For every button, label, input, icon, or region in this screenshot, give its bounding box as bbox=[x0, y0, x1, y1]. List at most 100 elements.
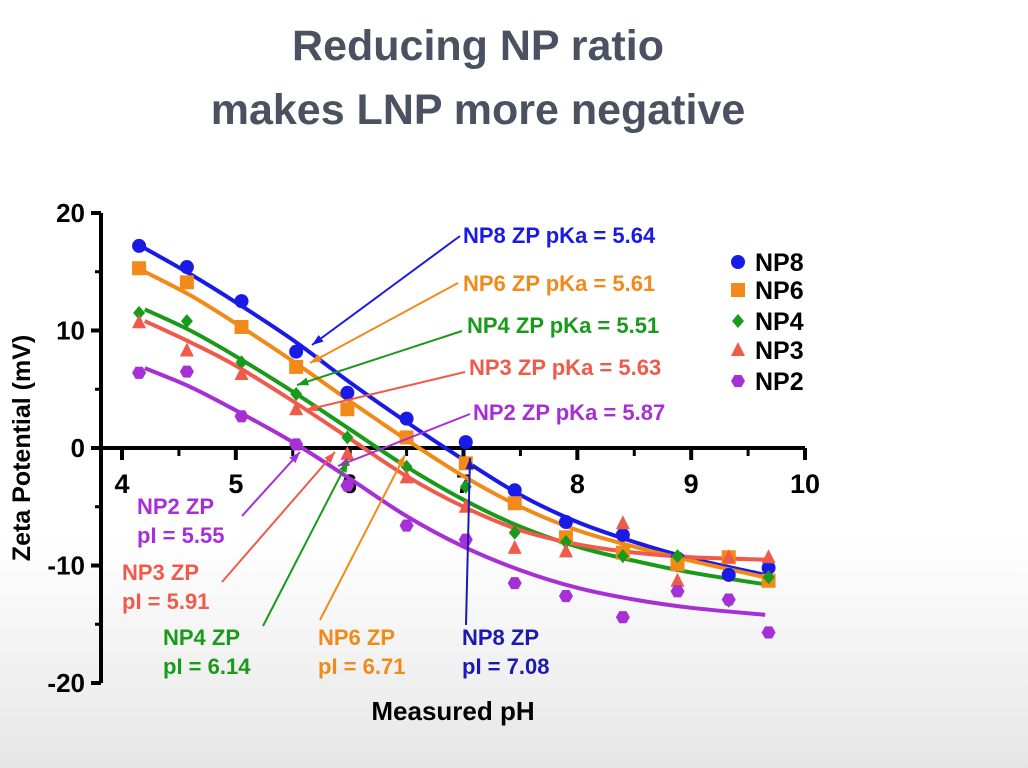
legend-label-np3: NP3 bbox=[755, 337, 804, 365]
np8-data-point bbox=[289, 344, 304, 359]
np2-data-point bbox=[179, 365, 194, 378]
np8-data-point bbox=[507, 483, 522, 498]
pka-arrow-np2 bbox=[337, 413, 471, 467]
x-tick-label: 5 bbox=[228, 469, 243, 499]
legend-label-np8: NP8 bbox=[755, 249, 804, 277]
pi-arrow-np3 bbox=[221, 451, 336, 583]
y-tick-label: 0 bbox=[71, 433, 85, 463]
np4-data-point bbox=[290, 386, 303, 401]
pi-arrow-np3-head bbox=[324, 452, 335, 464]
pka-arrow-np4-head bbox=[297, 377, 309, 386]
pi-label-value-np2: pI = 5.55 bbox=[137, 523, 224, 548]
np4-fit-curve bbox=[143, 307, 766, 587]
np4-data-point bbox=[762, 570, 775, 585]
np4-data-point bbox=[133, 305, 146, 320]
np6-data-point bbox=[179, 275, 194, 290]
np8-data-point bbox=[558, 515, 573, 530]
np3-data-point bbox=[399, 469, 414, 484]
legend-marker-np6 bbox=[731, 283, 745, 297]
pka-arrow-np6-head bbox=[310, 354, 322, 363]
np6-fit-curve bbox=[143, 269, 766, 580]
np2-data-point bbox=[399, 519, 414, 532]
pi-label-value-np8: pI = 7.08 bbox=[462, 654, 549, 679]
pi-arrow-np8-head bbox=[465, 458, 474, 470]
np3-data-point bbox=[289, 401, 304, 416]
np2-data-point bbox=[761, 626, 776, 639]
pka-arrow-np3 bbox=[305, 371, 466, 411]
pi-arrow-np4-head bbox=[339, 461, 348, 473]
np3-data-point bbox=[234, 365, 249, 380]
pi-label-name-np3: NP3 ZP bbox=[122, 560, 199, 585]
chart-title-line-2: makes LNP more negative bbox=[210, 86, 746, 134]
x-tick-label: 9 bbox=[684, 469, 699, 499]
np3-data-point bbox=[761, 549, 776, 564]
x-axis-label: Measured pH bbox=[371, 696, 534, 726]
pi-label-name-np4: NP4 ZP bbox=[163, 625, 240, 650]
np8-data-point bbox=[132, 238, 147, 253]
y-tick-label: 10 bbox=[56, 316, 85, 346]
np8-data-point bbox=[399, 411, 414, 426]
pi-label-value-np6: pI = 6.71 bbox=[318, 654, 405, 679]
np3-data-point bbox=[179, 342, 194, 357]
pi-arrow-np2-head bbox=[289, 452, 300, 464]
chart-title-line-1: Reducing NP ratio bbox=[292, 22, 664, 70]
pka-label-np2: NP2 ZP pKa = 5.87 bbox=[473, 400, 665, 425]
pi-arrow-np4 bbox=[262, 460, 349, 627]
pi-arrow-np8 bbox=[465, 457, 471, 626]
np8-data-point bbox=[761, 560, 776, 575]
legend-marker-np3 bbox=[731, 342, 745, 356]
legend-marker-np2 bbox=[731, 374, 745, 388]
np2-data-point bbox=[340, 479, 355, 492]
legend-label-np6: NP6 bbox=[755, 277, 804, 305]
pi-arrow-np2 bbox=[241, 451, 301, 517]
np4-data-point bbox=[180, 314, 193, 329]
np8-data-point bbox=[615, 527, 630, 542]
np6-data-point bbox=[132, 261, 147, 276]
np4-data-point bbox=[559, 535, 572, 549]
x-tick-label: 8 bbox=[570, 469, 585, 499]
legend-label-np4: NP4 bbox=[755, 308, 804, 336]
pka-arrow-np3-head bbox=[306, 403, 318, 412]
np3-fit-curve bbox=[143, 319, 766, 562]
pka-arrow-np8 bbox=[311, 235, 461, 346]
pi-label-value-np3: pI = 5.91 bbox=[122, 589, 209, 614]
legend-label-np2: NP2 bbox=[755, 368, 804, 396]
np6-data-point bbox=[340, 402, 355, 417]
np6-data-point bbox=[289, 359, 304, 374]
y-tick-label: -20 bbox=[47, 668, 85, 698]
np8-data-point bbox=[458, 435, 473, 450]
pi-label-value-np4: pI = 6.14 bbox=[163, 654, 251, 679]
pka-arrow-np6 bbox=[309, 282, 459, 364]
np4-data-point bbox=[616, 549, 629, 564]
np2-data-point bbox=[458, 533, 473, 546]
pka-label-np3: NP3 ZP pKa = 5.63 bbox=[469, 355, 661, 380]
pka-label-np8: NP8 ZP pKa = 5.64 bbox=[463, 223, 656, 248]
pka-arrow-np4 bbox=[296, 330, 463, 386]
np2-data-point bbox=[615, 611, 630, 624]
np3-data-point bbox=[615, 515, 630, 530]
np8-data-point bbox=[721, 567, 736, 582]
np4-data-point bbox=[341, 430, 354, 445]
pka-label-np4: NP4 ZP pKa = 5.51 bbox=[467, 313, 659, 338]
np3-data-point bbox=[507, 539, 522, 554]
np2-fit-curve bbox=[144, 366, 766, 617]
np8-data-point bbox=[179, 260, 194, 275]
np2-data-point bbox=[289, 438, 304, 451]
np2-data-point bbox=[558, 589, 573, 603]
y-axis-label: Zeta Potential (mV) bbox=[8, 335, 36, 561]
pi-arrow-np6 bbox=[319, 454, 406, 621]
np3-data-point bbox=[670, 572, 685, 587]
np8-data-point bbox=[340, 385, 355, 400]
np2-data-point bbox=[670, 585, 685, 598]
np2-data-point bbox=[132, 366, 147, 379]
np6-data-point bbox=[507, 496, 522, 511]
np2-data-point bbox=[507, 577, 522, 590]
pi-label-name-np6: NP6 ZP bbox=[318, 625, 395, 650]
pka-label-np6: NP6 ZP pKa = 5.61 bbox=[463, 271, 655, 296]
np4-data-point bbox=[235, 355, 248, 370]
pi-label-name-np8: NP8 ZP bbox=[462, 625, 539, 650]
np8-data-point bbox=[234, 294, 249, 309]
legend-marker-np4 bbox=[732, 314, 744, 328]
pi-arrow-np6-head bbox=[396, 455, 405, 467]
